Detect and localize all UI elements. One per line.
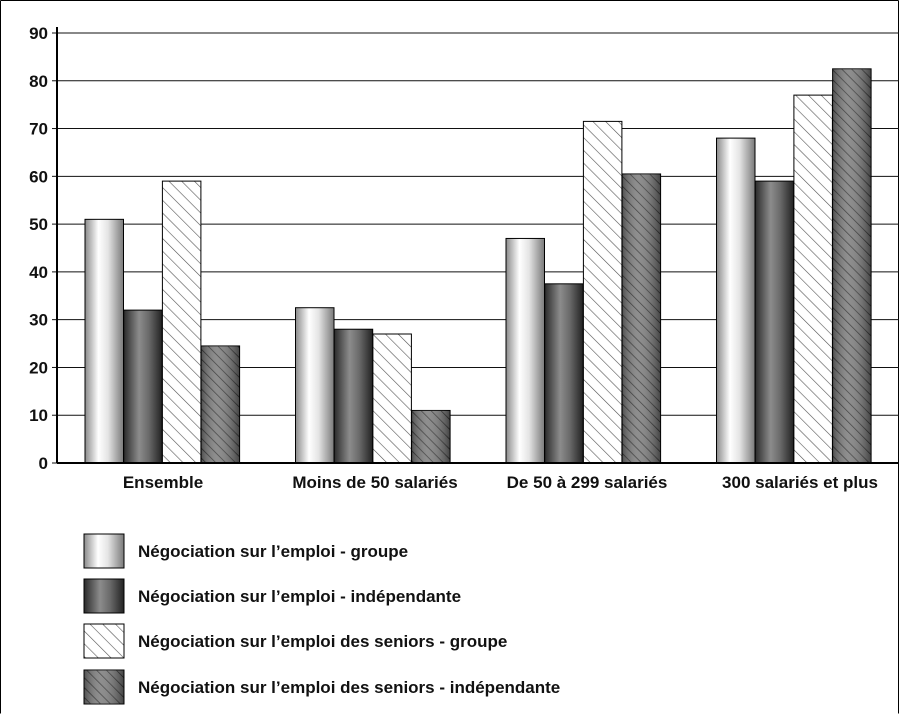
- axes: [56, 27, 899, 464]
- bar-series-3: [582, 120, 623, 464]
- bar-series-1: [505, 237, 545, 464]
- bar-series: [84, 68, 872, 464]
- legend: Négociation sur l’emploi - groupe Négocia…: [83, 533, 560, 705]
- legend-item: Négociation sur l’emploi des seniors - g…: [83, 623, 507, 659]
- bar-shading: [832, 68, 872, 463]
- y-tick-label: 30: [29, 311, 48, 330]
- legend-item: Négociation sur l’emploi - groupe: [83, 533, 408, 569]
- legend-label: Négociation sur l’emploi - indépendante: [138, 587, 461, 606]
- category-labels: Ensemble Moins de 50 salariés De 50 à 299 …: [123, 473, 878, 492]
- bar-series-1: [84, 218, 124, 464]
- x-category-label: 300 salariés et plus: [722, 473, 878, 492]
- y-tick-label: 0: [39, 454, 48, 473]
- legend-label: Négociation sur l’emploi des seniors - g…: [138, 632, 507, 651]
- y-tick-label: 60: [29, 167, 48, 186]
- x-category-label: Ensemble: [123, 473, 203, 492]
- y-tick-label: 40: [29, 263, 48, 282]
- x-category-label: De 50 à 299 salariés: [507, 473, 668, 492]
- y-tick-label: 50: [29, 215, 48, 234]
- y-axis-ticks: 0 10 20 30 40 50 60 70 80 90: [29, 24, 57, 473]
- bar-series-3: [372, 333, 412, 464]
- bar-shading: [411, 410, 451, 463]
- bar-shading: [201, 345, 240, 463]
- bar-series-2: [333, 328, 374, 464]
- bar-series-2: [123, 309, 163, 464]
- legend-swatch: [83, 623, 125, 659]
- bar-shading: [622, 173, 661, 463]
- y-tick-label: 80: [29, 72, 48, 91]
- bar-series-2: [544, 283, 584, 464]
- x-category-label: Moins de 50 salariés: [292, 473, 457, 492]
- legend-item: Négociation sur l’emploi des seniors - i…: [83, 669, 560, 705]
- y-tick-label: 20: [29, 358, 48, 377]
- bar-series-1: [295, 307, 335, 464]
- legend-label: Négociation sur l’emploi des seniors - i…: [138, 678, 560, 697]
- y-tick-label: 90: [29, 24, 48, 43]
- legend-swatch: [83, 578, 125, 614]
- bar-series-1: [716, 137, 756, 464]
- legend-item: Négociation sur l’emploi - indépendante: [83, 578, 461, 614]
- legend-swatch-shading: [84, 670, 124, 704]
- bar-series-3: [161, 180, 202, 464]
- bar-series-3: [793, 94, 833, 464]
- bar-series-2: [754, 180, 795, 464]
- y-tick-label: 10: [29, 406, 48, 425]
- y-tick-label: 70: [29, 120, 48, 139]
- legend-swatch: [83, 533, 125, 569]
- legend-label: Négociation sur l’emploi - groupe: [138, 542, 408, 561]
